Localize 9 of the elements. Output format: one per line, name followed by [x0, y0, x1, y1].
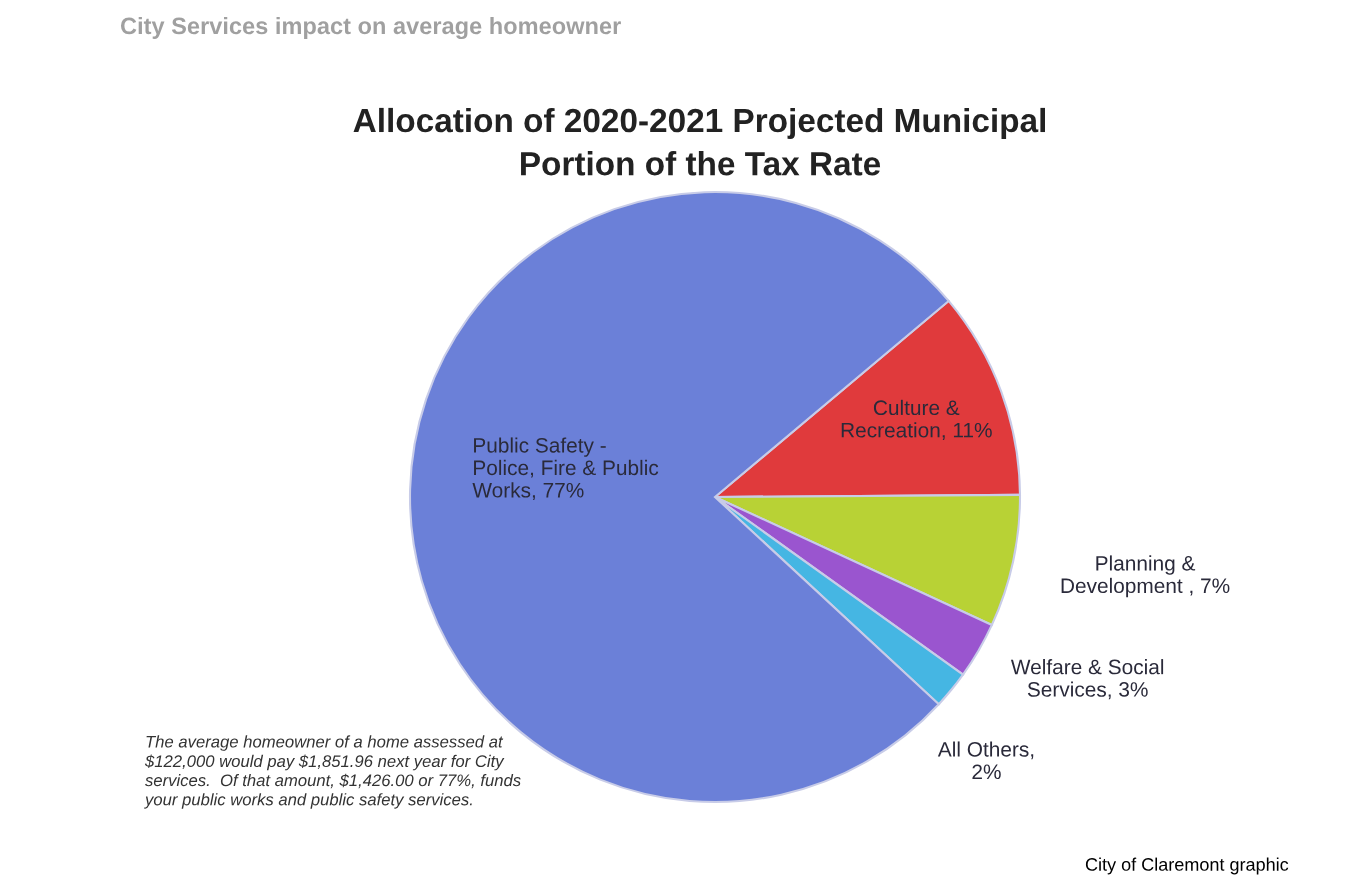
- text: City of Claremont graphic: [1085, 857, 1289, 875]
- slice-label: Public Safety - Police, Fire & Public Works, 77%: [472, 437, 659, 501]
- slice-label: All Others, 2%: [937, 741, 1034, 780]
- slice-label: Welfare & Social Services, 3%: [1010, 659, 1164, 700]
- slice-label: Planning & Development , 7%: [1061, 555, 1230, 598]
- text: The average homeowner of a home assessed at $122,000 would pay $1,851.96 next year for City services. Of that amount, $1,426.00 or 77%, funds your public works and public safety services.: [144, 735, 521, 809]
- slice-label: Culture & Recreation, 11%: [841, 399, 992, 441]
- text: City Services impact on average homeowner: [120, 16, 621, 40]
- chart-title: Allocation of 2020-2021 Projected Municipal Portion of the Tax Rate: [353, 107, 1045, 176]
